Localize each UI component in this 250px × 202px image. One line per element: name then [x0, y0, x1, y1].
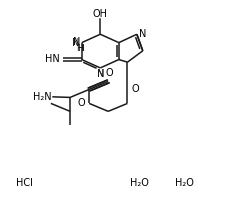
Text: O: O	[77, 98, 85, 108]
Text: H: H	[77, 44, 84, 53]
Text: N: N	[97, 69, 104, 79]
Text: N: N	[96, 69, 104, 79]
Text: H: H	[76, 44, 83, 53]
Text: O: O	[132, 84, 140, 94]
Text: O: O	[106, 68, 113, 78]
Text: HN: HN	[46, 54, 60, 64]
Text: N: N	[72, 38, 80, 48]
Text: HCl: HCl	[16, 178, 33, 188]
Text: N: N	[138, 29, 146, 39]
Text: H₂O: H₂O	[130, 178, 149, 188]
Text: H₂N: H₂N	[33, 92, 52, 102]
Text: N: N	[73, 37, 80, 47]
Text: H₂O: H₂O	[175, 178, 194, 188]
Text: OH: OH	[93, 9, 108, 19]
